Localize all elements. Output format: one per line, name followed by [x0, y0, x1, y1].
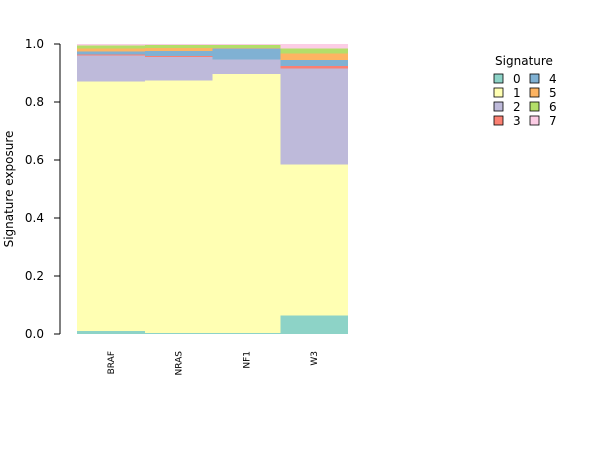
y-axis: 0.0 0.2 0.4 0.6 0.8 1.0	[25, 37, 60, 341]
legend-label: 0	[513, 72, 521, 86]
bar-segment	[280, 66, 348, 69]
bar-segment	[145, 80, 213, 333]
bar-segment	[280, 48, 348, 53]
x-tick-label: W3	[310, 351, 320, 366]
bar-segment	[145, 56, 213, 57]
legend-label: 1	[513, 86, 521, 100]
bar-segment	[145, 57, 213, 80]
bar-segment	[77, 331, 145, 334]
bar-segment	[145, 44, 213, 45]
bar-segment	[280, 69, 348, 165]
bar-segment	[77, 55, 145, 56]
y-tick-label: 0.8	[25, 95, 44, 109]
y-tick-label: 0.4	[25, 211, 44, 225]
y-axis-label: Signature exposure	[2, 131, 16, 248]
legend-label: 5	[549, 86, 557, 100]
y-tick-label: 0.2	[25, 269, 44, 283]
x-tick-label: BRAF	[107, 351, 117, 374]
legend-label: 3	[513, 114, 521, 128]
bar-segment	[213, 49, 281, 60]
y-tick-label: 1.0	[25, 37, 44, 51]
legend-label: 4	[549, 72, 557, 86]
bar-segment	[77, 48, 145, 51]
bar-segment	[213, 45, 281, 48]
legend-swatch	[530, 116, 539, 125]
bar-segment	[280, 60, 348, 66]
x-tick-label: NRAS	[175, 351, 185, 376]
bar-segment	[77, 44, 145, 45]
bar-segment	[280, 54, 348, 60]
bar-segment	[280, 44, 348, 48]
legend-swatch	[494, 88, 503, 97]
legend-title: Signature	[495, 54, 553, 68]
legend-label: 2	[513, 100, 521, 114]
bar-segment	[213, 333, 281, 334]
y-tick-label: 0.6	[25, 153, 44, 167]
bar-segment	[145, 45, 213, 48]
legend-swatch	[530, 88, 539, 97]
bar-segment	[213, 74, 281, 333]
legend-label: 7	[549, 114, 557, 128]
bars-group	[77, 44, 348, 334]
bar-segment	[145, 333, 213, 334]
legend-swatch	[530, 74, 539, 83]
legend-swatch	[494, 74, 503, 83]
y-tick-label: 0.0	[25, 327, 44, 341]
bar-segment	[77, 56, 145, 82]
bar-segment	[280, 315, 348, 334]
x-tick-label: NF1	[242, 351, 252, 369]
bar-segment	[145, 51, 213, 56]
bar-segment	[77, 82, 145, 331]
bar-segment	[213, 48, 281, 49]
bar-segment	[213, 44, 281, 45]
legend-label: 6	[549, 100, 557, 114]
legend-swatch	[494, 102, 503, 111]
bar-segment	[213, 60, 281, 75]
x-axis-labels: BRAF NRAS NF1 W3	[107, 351, 320, 376]
legend-swatch	[530, 102, 539, 111]
bar-segment	[77, 45, 145, 48]
legend-swatch	[494, 116, 503, 125]
bar-segment	[77, 51, 145, 54]
bar-segment	[145, 48, 213, 51]
bar-segment	[280, 164, 348, 315]
